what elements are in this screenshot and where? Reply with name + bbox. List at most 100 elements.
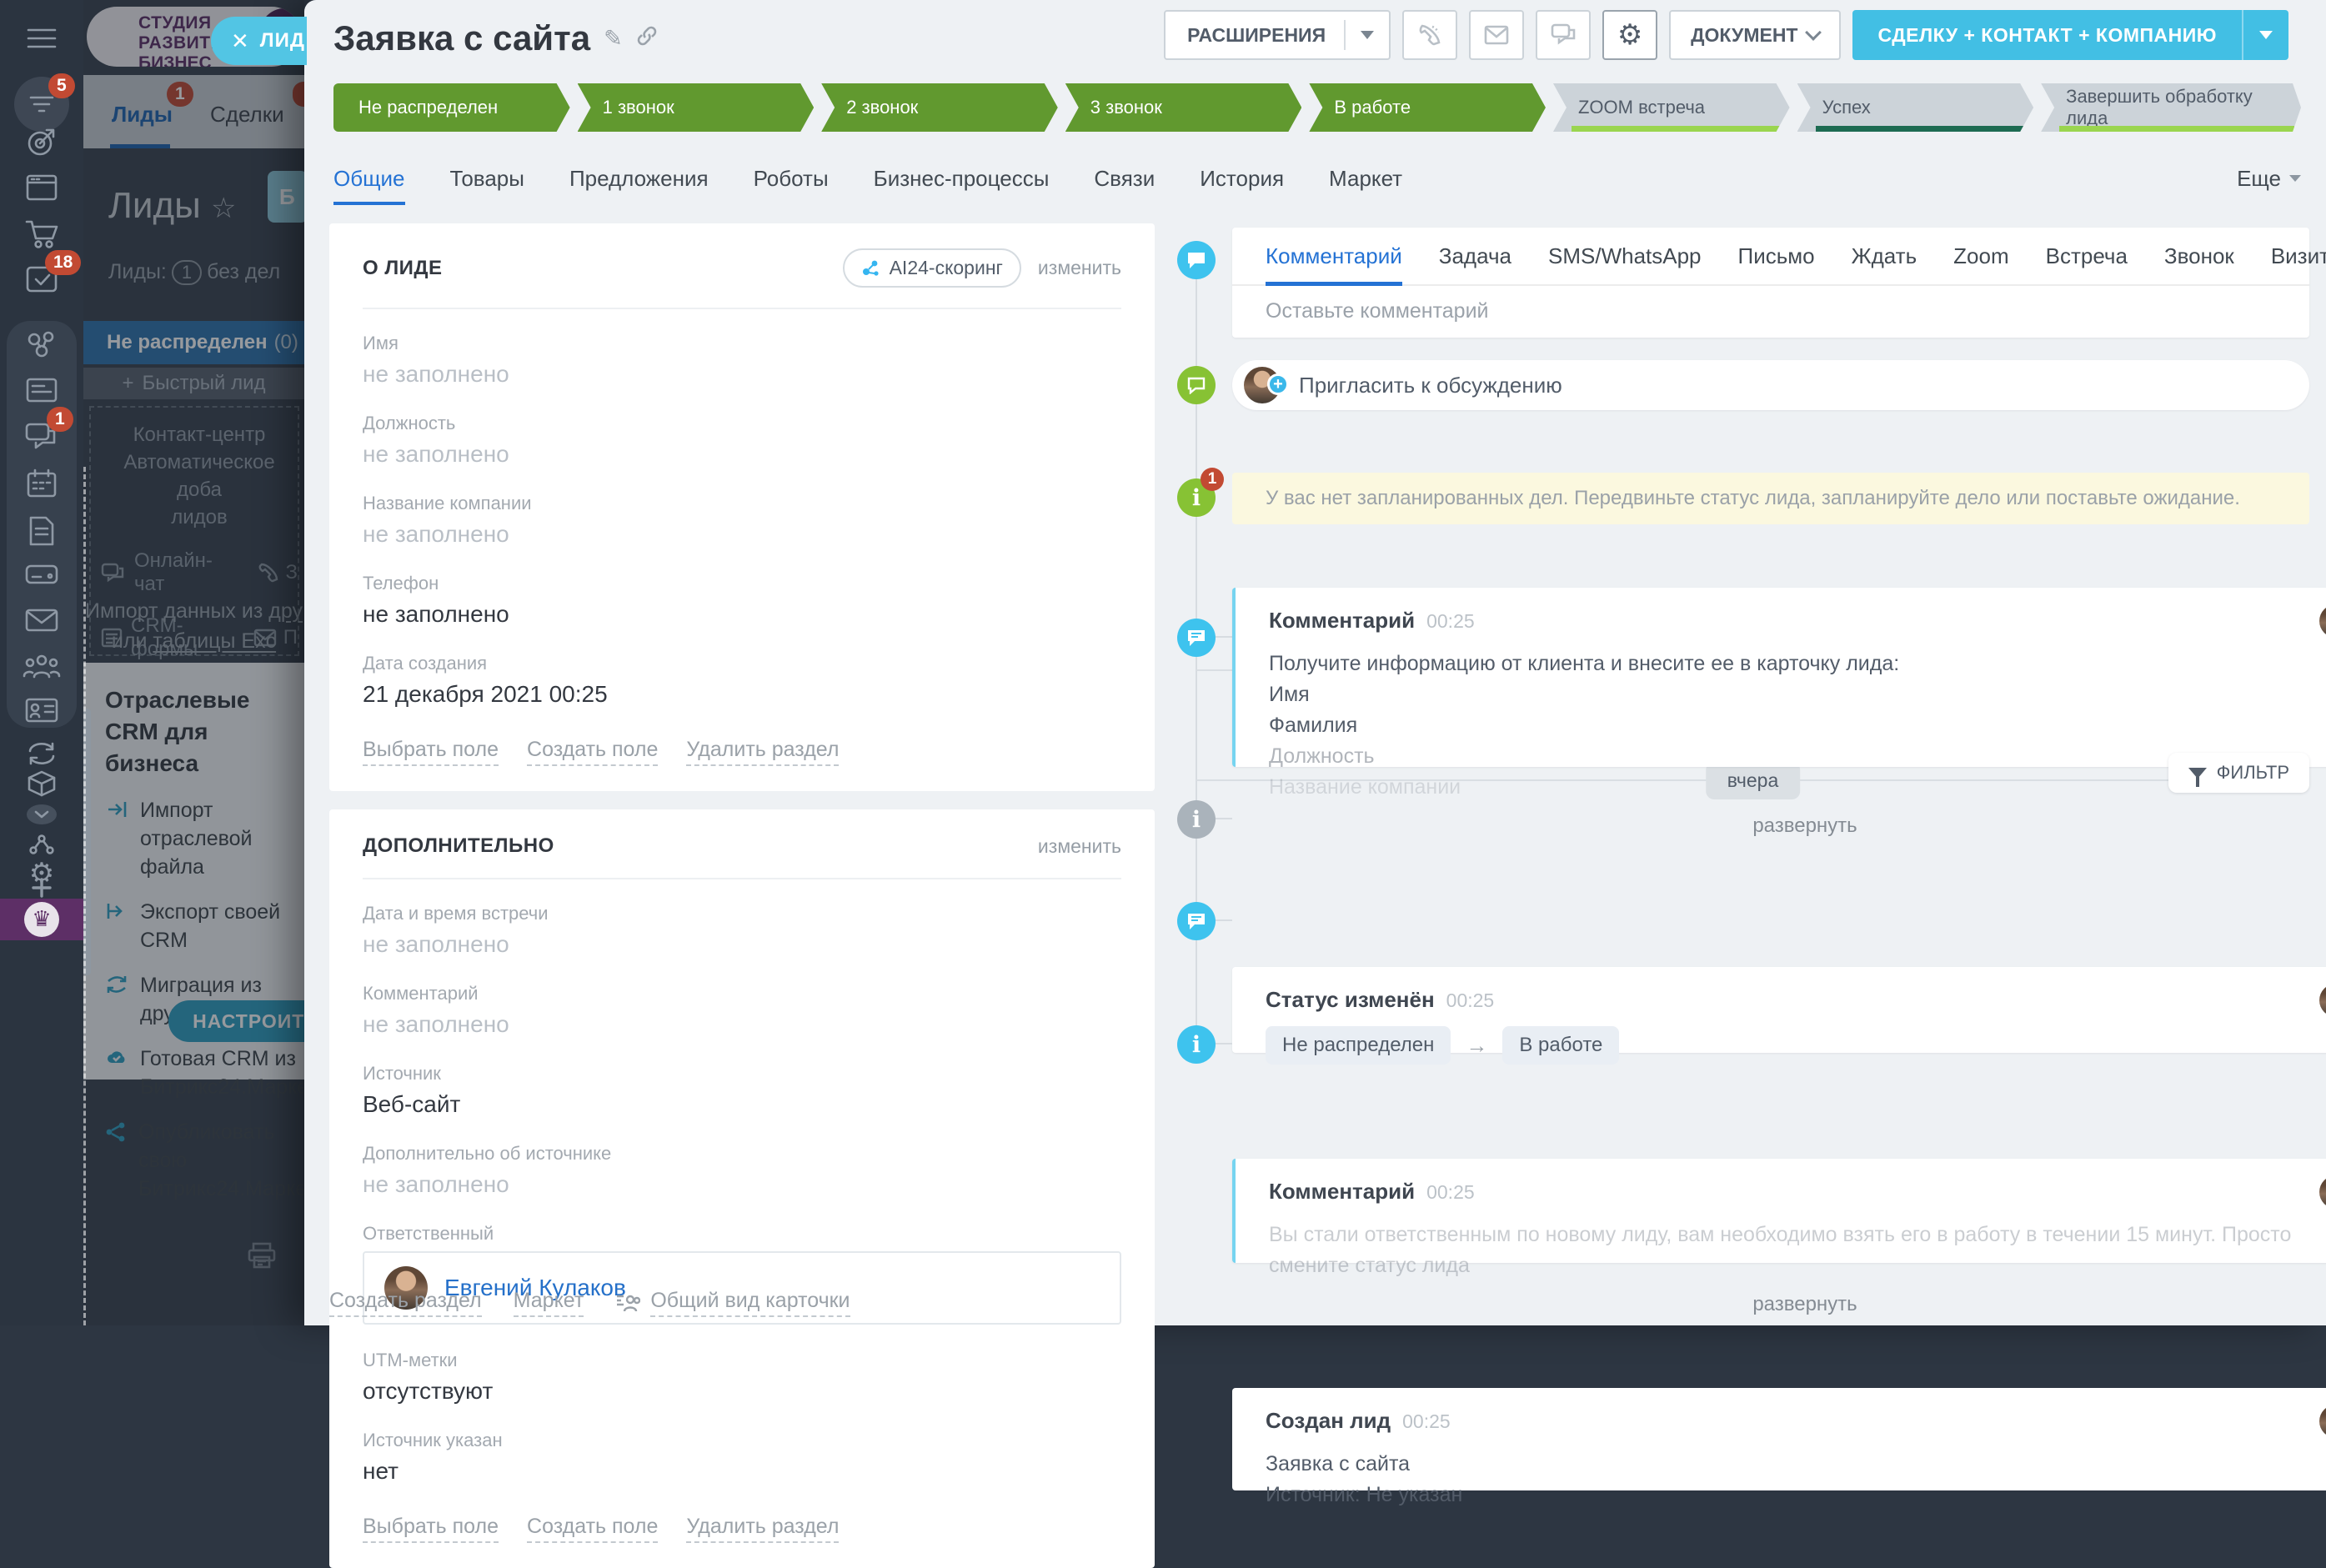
stage-item[interactable]: ZOOM встреча: [1553, 83, 1790, 132]
tab-robots[interactable]: Роботы: [753, 165, 829, 191]
create-section-link[interactable]: Создать раздел: [329, 1289, 482, 1317]
email-button[interactable]: [1469, 10, 1525, 60]
crm-network-icon[interactable]: [0, 329, 83, 359]
quick-lead-button[interactable]: + Быстрый лид: [83, 368, 304, 399]
timeline-entry-comment[interactable]: Комментарий 00:25 Получите информацию от …: [1232, 588, 2326, 837]
stage-item[interactable]: 3 звонок: [1065, 83, 1302, 132]
comment-input[interactable]: Оставьте комментарий: [1266, 298, 1489, 323]
tasks-icon[interactable]: [0, 265, 83, 293]
shop-cart-icon[interactable]: [0, 218, 83, 250]
field-source-specified[interactable]: Источник указан нет: [363, 1430, 503, 1484]
subscription-crown-item[interactable]: ♛: [0, 899, 83, 940]
configure-button[interactable]: НАСТРОИТЬ: [168, 1000, 304, 1042]
edit-title-pencil-icon[interactable]: ✎: [604, 25, 623, 51]
favorite-star-icon[interactable]: ☆: [211, 193, 237, 224]
stage-item[interactable]: Не распределен: [333, 83, 570, 132]
responsible-name-link[interactable]: Евгений Кулаков: [444, 1275, 626, 1300]
edit-section-link[interactable]: изменить: [1037, 834, 1121, 857]
call-button[interactable]: [1402, 10, 1458, 60]
mail-icon[interactable]: [0, 607, 83, 634]
import-links[interactable]: Импорт данных из дру или таблицы Exc: [85, 599, 303, 653]
expand-link[interactable]: развернуть: [1752, 814, 1857, 837]
field-phone[interactable]: Телефон не заполнено: [363, 573, 509, 627]
documents-icon[interactable]: [0, 515, 83, 547]
panel-scrollbar[interactable]: [83, 709, 91, 975]
ai-scoring-button[interactable]: AI24-скоринг: [842, 248, 1021, 288]
field-comment[interactable]: Комментарий не заполнено: [363, 983, 509, 1037]
convert-dropdown[interactable]: [2242, 10, 2288, 60]
sites-icon[interactable]: [0, 173, 83, 202]
timeline-entry-created[interactable]: Создан лид 00:25 Заявка с сайта Источник:…: [1232, 1388, 2326, 1506]
menu-icon[interactable]: [0, 25, 83, 52]
composer-tab-task[interactable]: Задача: [1438, 243, 1511, 268]
timeline-entry-comment[interactable]: Комментарий 00:25 Вы стали ответственным …: [1232, 1159, 2326, 1315]
card-view-link[interactable]: Общий вид карточки: [615, 1289, 850, 1317]
composer-tab-meeting[interactable]: Встреча: [2045, 243, 2128, 268]
copy-link-icon[interactable]: [636, 25, 658, 53]
stage-group-header[interactable]: Не распределен (0): [83, 321, 304, 364]
field-company[interactable]: Название компании не заполнено: [363, 493, 532, 547]
expand-link[interactable]: развернуть: [1752, 1293, 1857, 1315]
responsible-user-box[interactable]: Евгений Кулаков: [363, 1251, 1121, 1325]
employees-icon[interactable]: [0, 652, 83, 680]
field-created-date[interactable]: Дата создания 21 декабря 2021 00:25: [363, 653, 608, 707]
automation-icon[interactable]: [0, 834, 83, 855]
create-field-link[interactable]: Создать поле: [527, 1515, 659, 1543]
field-meeting-datetime[interactable]: Дата и время встречи не заполнено: [363, 903, 549, 957]
messenger-icon[interactable]: [0, 422, 83, 452]
tab-history[interactable]: История: [1200, 165, 1285, 191]
panel-resize-handle[interactable]: [83, 467, 86, 1325]
composer-tab-wait[interactable]: Ждать: [1851, 243, 1917, 268]
invite-to-discussion[interactable]: + Пригласить к обсуждению: [1232, 360, 2309, 410]
list-action-button-cut[interactable]: Б: [268, 171, 304, 223]
select-field-link[interactable]: Выбрать поле: [363, 738, 499, 766]
industry-item-import[interactable]: Импорт отраслевой файла: [105, 796, 296, 881]
composer-tab-sms[interactable]: SMS/WhatsApp: [1548, 243, 1702, 268]
chat-button[interactable]: [1536, 10, 1592, 60]
tab-deals[interactable]: Сделки: [210, 102, 284, 127]
select-field-link[interactable]: Выбрать поле: [363, 1515, 499, 1543]
stage-item-current[interactable]: В работе: [1309, 83, 1546, 132]
calendar-icon[interactable]: [0, 468, 83, 498]
composer-tab-visit[interactable]: Визит: [2270, 243, 2326, 268]
convert-button[interactable]: СДЕЛКУ + КОНТАКТ + КОМПАНИЮ: [1852, 10, 2288, 60]
stage-item[interactable]: 2 звонок: [821, 83, 1058, 132]
tab-products[interactable]: Товары: [449, 165, 524, 191]
document-button[interactable]: ДОКУМЕНТ: [1669, 10, 1842, 60]
field-position[interactable]: Должность не заполнено: [363, 413, 509, 467]
filter-button[interactable]: ФИЛЬТР: [2168, 753, 2309, 793]
kanban-card-icon[interactable]: [0, 377, 83, 403]
market-cube-icon[interactable]: [0, 769, 83, 799]
industry-item-publish[interactable]: Опубликовать свою Битрикс24.Маркет: [105, 1118, 304, 1203]
contacts-card-icon[interactable]: [0, 697, 83, 724]
tab-leads[interactable]: Лиды: [112, 102, 173, 127]
add-plus-icon[interactable]: [0, 877, 83, 899]
composer-tab-call[interactable]: Звонок: [2163, 243, 2234, 268]
tab-links[interactable]: Связи: [1094, 165, 1155, 191]
stage-item[interactable]: Успех: [1797, 83, 2034, 132]
marketing-target-icon[interactable]: [0, 125, 83, 158]
field-name[interactable]: Имя не заполнено: [363, 333, 509, 387]
tab-more[interactable]: Еще: [2237, 166, 2301, 192]
sync-icon[interactable]: [0, 740, 83, 767]
drive-icon[interactable]: [0, 562, 83, 587]
field-source-details[interactable]: Дополнительно об источнике не заполнено: [363, 1143, 612, 1197]
delete-section-link[interactable]: Удалить раздел: [686, 738, 840, 766]
printer-icon[interactable]: [247, 1242, 277, 1273]
industry-item-export[interactable]: Экспорт своей CRM: [105, 898, 296, 954]
timeline-entry-status[interactable]: Статус изменён 00:25 Не распределен → В р…: [1232, 967, 2326, 1065]
tab-bizproc[interactable]: Бизнес-процессы: [873, 165, 1050, 191]
close-slider-pill[interactable]: ✕ ЛИД: [211, 17, 307, 65]
composer-tab-comment[interactable]: Комментарий: [1266, 243, 1402, 286]
field-utm[interactable]: UTM-метки отсутствуют: [363, 1350, 494, 1404]
tab-general[interactable]: Общие: [333, 165, 405, 205]
industry-item-migration[interactable]: Миграция из друго: [105, 971, 296, 1028]
field-source[interactable]: Источник Веб-сайт: [363, 1063, 461, 1117]
settings-button[interactable]: ⚙: [1602, 10, 1658, 60]
market-link[interactable]: Маркет: [513, 1289, 584, 1317]
collapse-chevron-icon[interactable]: [0, 802, 83, 827]
extensions-button[interactable]: РАСШИРЕНИЯ: [1164, 10, 1391, 60]
composer-tab-email[interactable]: Письмо: [1737, 243, 1815, 268]
composer-tab-zoom[interactable]: Zoom: [1953, 243, 2009, 268]
delete-section-link[interactable]: Удалить раздел: [686, 1515, 840, 1543]
